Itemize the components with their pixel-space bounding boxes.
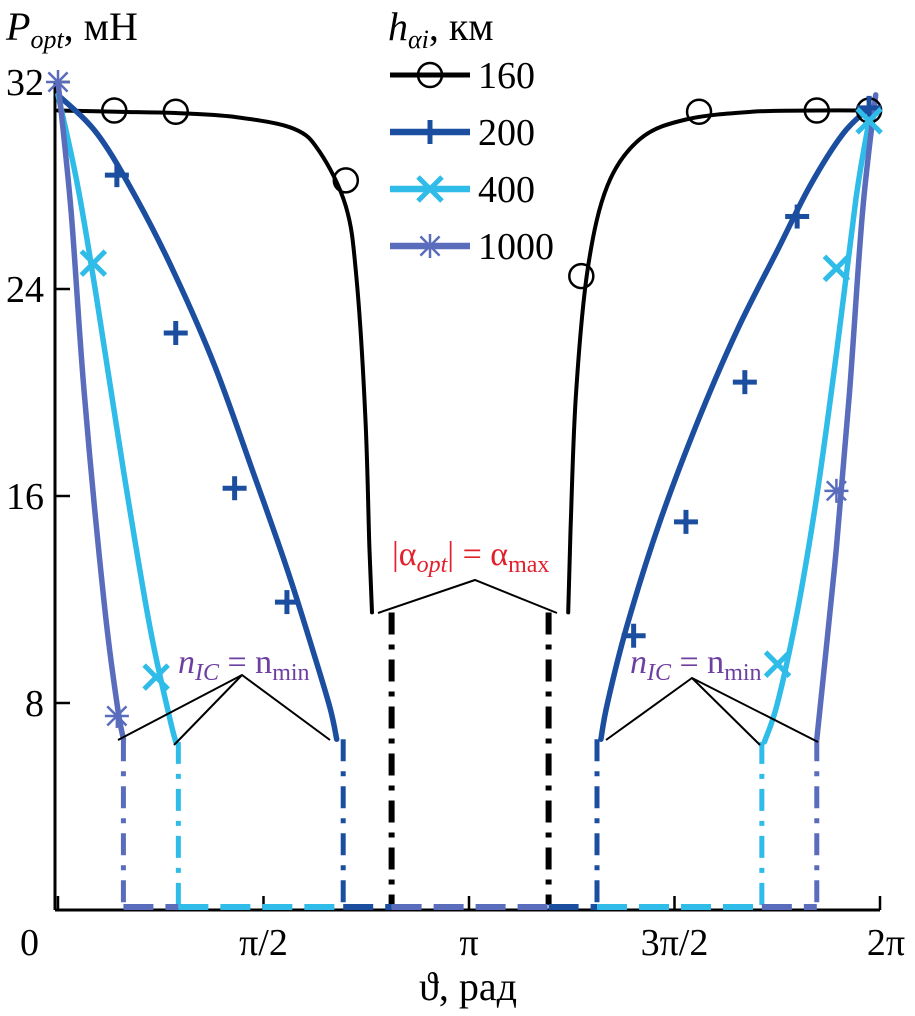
- y-tick-label-32: 32: [6, 62, 44, 104]
- annotation-alpha: |αopt| = αmax: [377, 536, 558, 614]
- annotation-n-right-text: nIC = nmin: [630, 644, 762, 686]
- y-axis-title-main: P: [5, 4, 30, 49]
- series-160-point-2: [332, 167, 360, 194]
- series-1000-line-0: [55, 79, 127, 742]
- annotation-n-left-leader-2: [173, 674, 243, 746]
- series-200-point-5: [673, 509, 698, 534]
- legend-item-200: 200: [390, 112, 535, 154]
- series-400-point-4: [855, 107, 883, 135]
- series-1000-line-1: [814, 92, 879, 742]
- series-200-point-1: [163, 320, 188, 345]
- x-axis-title: ϑ, рад: [419, 964, 517, 1009]
- legend-swatch-marker-1000: [418, 234, 442, 258]
- series-200-point-0: [104, 163, 129, 188]
- legend-items: 160 200 400 1000: [390, 55, 554, 268]
- series-200-point-4: [621, 623, 646, 648]
- legend-item-160: 160: [390, 55, 535, 97]
- legend-swatch-marker-400: [416, 175, 444, 203]
- series-200-point-8: [857, 95, 882, 120]
- y-axis-title-unit: , мН: [64, 4, 138, 49]
- annotation-n-left: nIC = nmin: [117, 644, 331, 746]
- series-200-point-7: [785, 204, 810, 229]
- dash-layer: [120, 612, 820, 910]
- axes: [53, 82, 880, 912]
- legend-title-sub: αi: [408, 25, 429, 54]
- series-200-point-6: [732, 370, 757, 395]
- series-400-point-3: [822, 254, 851, 283]
- y-tick-label-24: 24: [6, 269, 44, 311]
- annotation-n-right: nIC = nmin: [605, 644, 819, 746]
- legend: hαi, км 160 200 400 1000: [388, 4, 554, 268]
- series-400-point-0: [79, 249, 108, 277]
- x-tick-label-3: 3π/2: [641, 922, 709, 964]
- y-tick-label-16: 16: [6, 476, 44, 518]
- legend-label-400: 400: [478, 169, 535, 211]
- y-ticks: 8 16 24 32: [6, 62, 70, 725]
- x-tick-label-2: π: [459, 922, 478, 964]
- y-tick-label-8: 8: [25, 683, 44, 725]
- series-layer: [55, 79, 879, 745]
- marker-layer: [46, 70, 883, 728]
- legend-title: hαi, км: [388, 4, 494, 54]
- series-160-point-0: [101, 97, 128, 124]
- series-160-line-1: [566, 108, 872, 615]
- series-200-line-1: [598, 105, 872, 742]
- y-axis-title-sub: opt: [30, 25, 64, 54]
- annotation-alpha-leader: [377, 578, 558, 614]
- annotation-n-right-leader-1: [605, 676, 819, 743]
- annotation-n-left-text: nIC = nmin: [178, 644, 310, 686]
- x-tick-label-0: 0: [20, 922, 39, 964]
- series-200-line-0: [55, 92, 340, 742]
- legend-label-160: 160: [478, 55, 535, 97]
- legend-label-1000: 1000: [478, 226, 554, 268]
- series-1000-point-2: [824, 478, 849, 503]
- x-tick-label-4: 2π: [867, 922, 905, 964]
- legend-title-unit: , км: [429, 4, 494, 49]
- x-ticks: 0 π/2 π 3π/2 2π: [20, 896, 905, 964]
- series-400-point-1: [142, 663, 170, 691]
- series-160-point-4: [685, 98, 713, 126]
- legend-item-400: 400: [390, 169, 535, 211]
- series-200-point-3: [274, 590, 299, 615]
- legend-swatch-marker-160: [416, 61, 444, 89]
- series-200-point-2: [222, 476, 247, 501]
- series-160-point-1: [162, 98, 189, 126]
- y-axis-title: Popt, мН: [5, 4, 138, 54]
- series-400-line-1: [761, 118, 872, 745]
- annotation-alpha-text: |αopt| = αmax: [392, 536, 549, 578]
- series-160-point-5: [803, 97, 831, 124]
- series-160-point-3: [568, 262, 595, 290]
- legend-item-1000: 1000: [390, 226, 554, 268]
- legend-label-200: 200: [478, 112, 535, 154]
- series-400-point-2: [763, 650, 792, 678]
- annotation-n-right-leader-2: [691, 677, 761, 746]
- series-1000-point-1: [104, 703, 129, 728]
- legend-swatch-marker-200: [418, 120, 442, 144]
- legend-title-main: h: [388, 4, 408, 49]
- x-tick-label-1: π/2: [239, 922, 288, 964]
- series-1000-point-0: [46, 70, 70, 94]
- series-400-line-0: [55, 92, 179, 745]
